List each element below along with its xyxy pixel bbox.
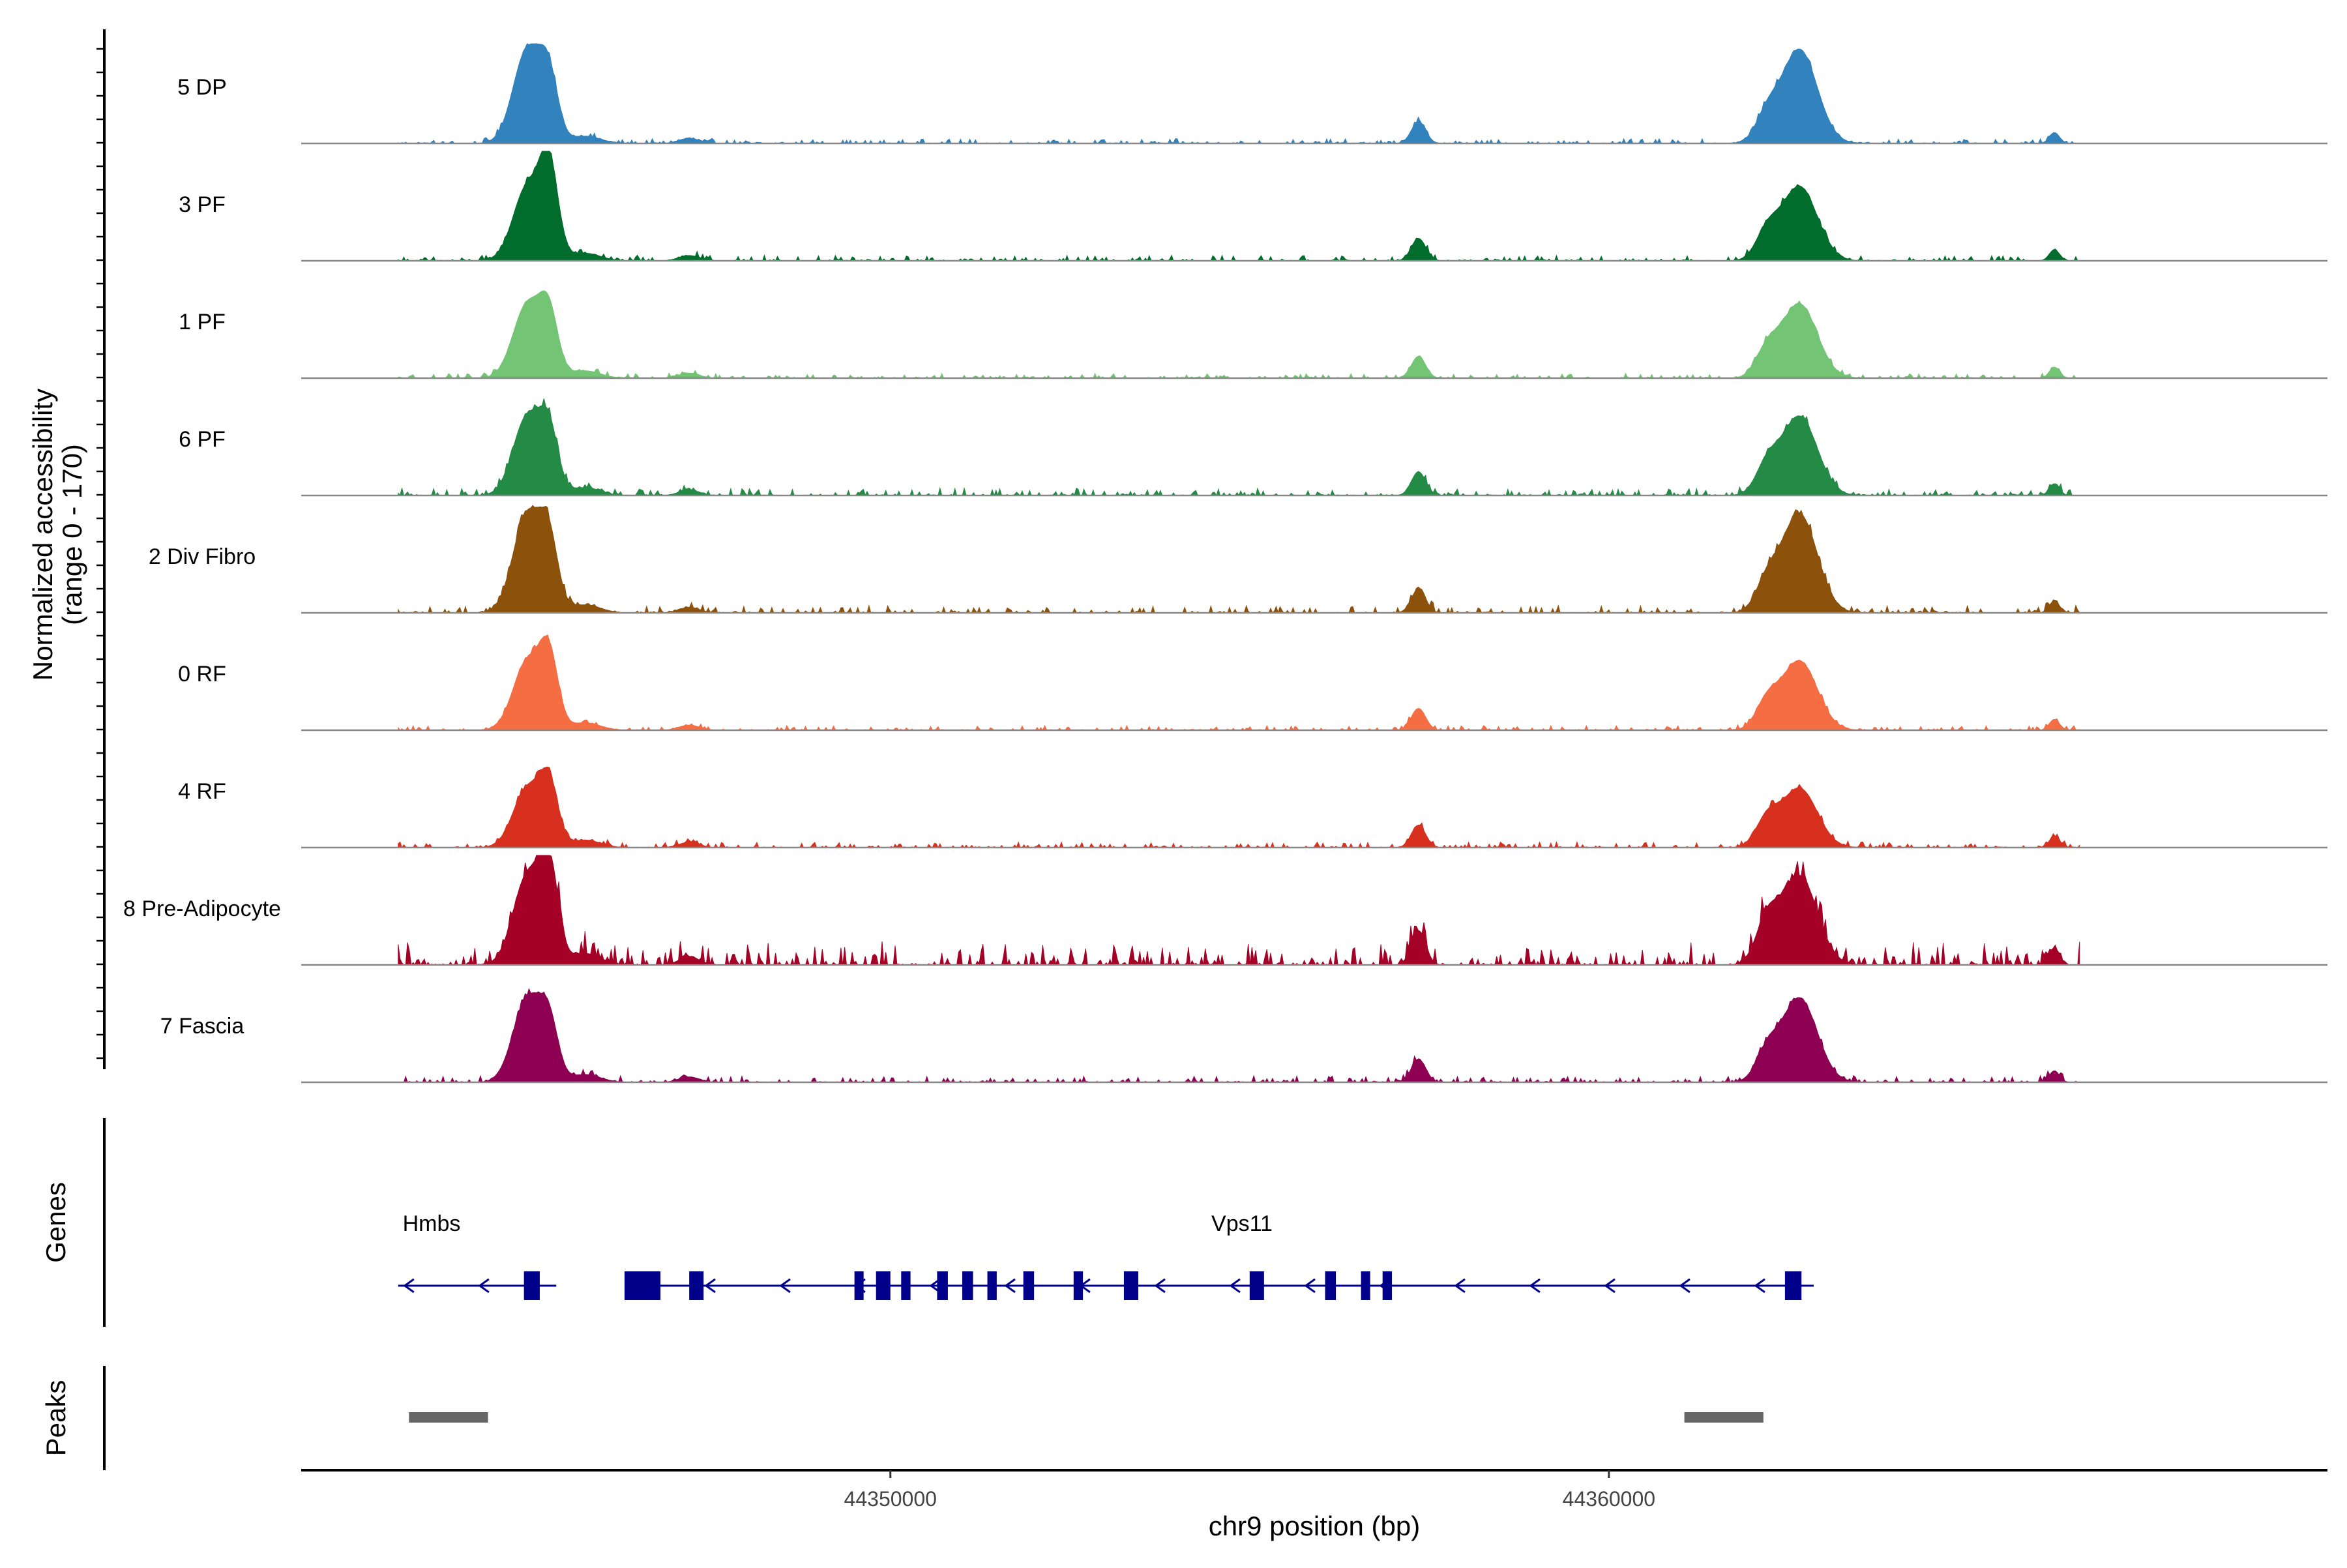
exon [937, 1271, 948, 1300]
y-axis-label: Normalized accessibility [27, 389, 58, 681]
exon [876, 1271, 891, 1300]
strand-arrow [1229, 1278, 1241, 1294]
gene-label-hmbs: Hmbs [403, 1211, 461, 1236]
x-tick-label: 44360000 [1563, 1487, 1655, 1511]
exon [987, 1271, 997, 1300]
track-label: 4 RF [178, 779, 226, 804]
exon [1123, 1271, 1138, 1300]
coverage-area [398, 505, 2080, 614]
exon [1249, 1271, 1264, 1300]
track-label: 5 DP [177, 75, 227, 100]
x-tick-label: 44350000 [844, 1487, 937, 1511]
peak-region [409, 1412, 488, 1423]
track-label: 1 PF [179, 310, 226, 334]
track-label: 2 Div Fibro [149, 544, 256, 569]
coverage-area [398, 634, 2080, 732]
track-label: 3 PF [179, 192, 226, 217]
track-label: 7 Fascia [160, 1014, 244, 1039]
coverage-area [398, 398, 2080, 497]
coverage-area [398, 766, 2080, 849]
exon [1023, 1271, 1035, 1300]
strand-arrow [1529, 1278, 1541, 1294]
exon [854, 1271, 864, 1300]
track-label: 6 PF [179, 427, 226, 452]
y-axis-label-range: (range 0 - 170) [57, 444, 87, 625]
exon [524, 1271, 540, 1300]
strand-arrow [1304, 1278, 1316, 1294]
coverage-area [398, 290, 2080, 379]
exon [1382, 1271, 1393, 1300]
peak-region [1684, 1412, 1764, 1423]
strand-arrow [1454, 1278, 1466, 1294]
strand-arrow [1004, 1278, 1016, 1294]
strand-arrow [1679, 1278, 1690, 1294]
coverage-area [398, 151, 2080, 262]
exon [1073, 1271, 1084, 1300]
exon [624, 1271, 661, 1300]
strand-arrow [403, 1278, 415, 1294]
strand-arrow [929, 1278, 941, 1294]
exon [1361, 1271, 1370, 1300]
peaks-track-label: Peaks [40, 1380, 71, 1457]
exon [962, 1271, 973, 1300]
exon [1325, 1271, 1336, 1300]
strand-arrow [1604, 1278, 1616, 1294]
exon [901, 1271, 911, 1300]
track-label: 0 RF [178, 662, 226, 687]
exon [1784, 1271, 1802, 1300]
track-label: 8 Pre-Adipocyte [123, 896, 281, 921]
strand-arrow [1754, 1278, 1765, 1294]
coverage-area [398, 43, 2080, 145]
coverage-area [398, 988, 2080, 1084]
strand-arrow [478, 1278, 490, 1294]
strand-arrow [1154, 1278, 1166, 1294]
strand-arrow [779, 1278, 791, 1294]
x-axis-label: chr9 position (bp) [1209, 1511, 1421, 1541]
exon [689, 1271, 704, 1300]
genes-track-label: Genes [40, 1182, 71, 1263]
gene-label-vps11: Vps11 [1211, 1211, 1273, 1236]
strand-arrow [704, 1278, 716, 1294]
coverage-area [398, 855, 2080, 966]
